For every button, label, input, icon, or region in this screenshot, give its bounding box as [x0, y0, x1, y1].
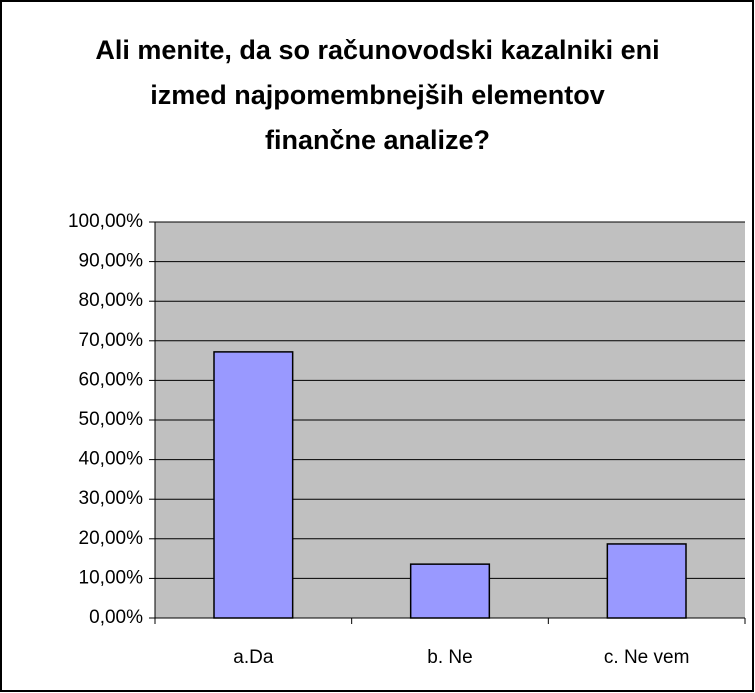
y-tick-label: 80,00%: [79, 290, 144, 311]
y-tick-label: 10,00%: [79, 567, 144, 588]
y-tick-label: 50,00%: [79, 409, 144, 430]
bar: [213, 351, 294, 619]
y-tick-label: 30,00%: [79, 488, 144, 509]
y-tick-label: 40,00%: [79, 449, 144, 470]
x-tick-label: c. Ne vem: [604, 647, 690, 668]
y-tick-label: 20,00%: [79, 528, 144, 549]
y-tick-label: 90,00%: [79, 251, 144, 272]
x-tick-label: a.Da: [233, 647, 274, 668]
y-tick-label: 60,00%: [79, 369, 144, 390]
bar: [606, 543, 687, 619]
x-tick-label: b. Ne: [427, 647, 472, 668]
y-tick-label: 0,00%: [89, 607, 143, 628]
bar: [409, 563, 491, 619]
y-tick-label: 100,00%: [68, 211, 143, 232]
chart-title: Ali menite, da so računovodski kazalniki…: [95, 35, 660, 155]
y-tick-label: 70,00%: [79, 330, 144, 351]
